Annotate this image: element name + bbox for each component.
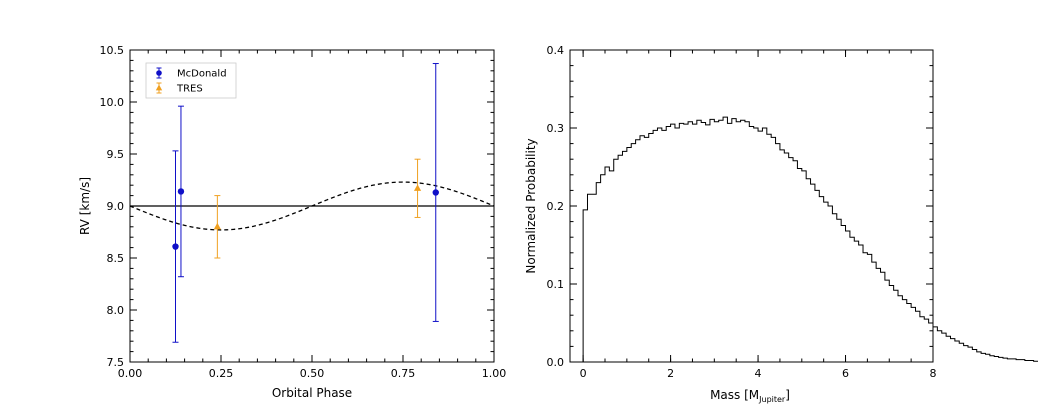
- rv-y-tick-label: 10.0: [100, 96, 125, 109]
- hist-x-tick-label: 6: [842, 367, 849, 380]
- rv-y-tick-label: 8.0: [107, 304, 125, 317]
- hist-y-tick-label: 0.0: [547, 356, 565, 369]
- rv-y-axis-label: RV [km/s]: [78, 177, 92, 235]
- rv-x-tick-label: 1.00: [482, 367, 507, 380]
- data-point-mcdonald: [177, 188, 185, 195]
- rv-x-tick-label: 0.25: [209, 367, 234, 380]
- rv-legend: McDonald TRES: [145, 62, 237, 99]
- legend-box: [145, 62, 237, 99]
- data-point-tres: [213, 222, 221, 230]
- rv-x-tick-label: 0.50: [300, 367, 325, 380]
- hist-x-tick-label: 2: [667, 367, 674, 380]
- rv-y-tick-label: 7.5: [107, 356, 125, 369]
- mass-histogram-panel: 0 2 4 6 8 0.0 0.1 0.2 0.3 0.4 Mass [MJupiter] Nor…: [524, 44, 1038, 404]
- rv-data-points: [172, 63, 439, 343]
- rv-x-tick-label: 0.00: [118, 367, 143, 380]
- data-point-tres: [413, 184, 422, 191]
- legend-marker-tres: [155, 84, 163, 91]
- histogram-tick-labels: 0 2 4 6 8 0.0 0.1 0.2 0.3 0.4: [547, 44, 937, 380]
- rv-phase-panel: 0.00 0.25 0.50 0.75 1.00 7.5 8.0 8.5 9.0 9.5 10.0 1…: [78, 44, 506, 400]
- histogram-step-line: [582, 116, 1038, 362]
- legend-marker-mcdonald: [156, 70, 162, 76]
- rv-y-tick-label: 8.5: [107, 252, 125, 265]
- hist-x-tick-label: 4: [755, 367, 762, 380]
- rv-y-tick-label: 10.5: [100, 44, 125, 57]
- hist-y-tick-label: 0.2: [547, 200, 565, 213]
- rv-model-lines: [129, 181, 495, 231]
- hist-y-tick-label: 0.1: [547, 278, 565, 291]
- rv-tick-labels: 0.00 0.25 0.50 0.75 1.00 7.5 8.0 8.5 9.0 9.5 10.0 1…: [100, 44, 507, 380]
- rv-model-curve: [129, 181, 495, 231]
- rv-y-tick-label: 9.0: [107, 200, 125, 213]
- legend-label: TRES: [176, 84, 203, 95]
- hist-y-tick-label: 0.3: [547, 122, 565, 135]
- data-point-mcdonald: [172, 243, 179, 250]
- rv-x-axis-label: Orbital Phase: [272, 386, 352, 400]
- histogram-y-axis-label: Normalized Probability: [524, 138, 538, 273]
- histogram-plot-frame: [569, 49, 934, 363]
- rv-y-tick-label: 9.5: [107, 148, 125, 161]
- hist-x-tick-label: 0: [580, 367, 587, 380]
- rv-x-tick-label: 0.75: [391, 367, 416, 380]
- data-point-mcdonald: [432, 189, 439, 196]
- histogram-ticks: [570, 49, 934, 363]
- histogram-x-axis-label: Mass [MJupiter]: [710, 388, 790, 404]
- legend-label: McDonald: [177, 69, 227, 80]
- hist-y-tick-label: 0.4: [547, 44, 565, 57]
- hist-x-tick-label: 8: [930, 367, 937, 380]
